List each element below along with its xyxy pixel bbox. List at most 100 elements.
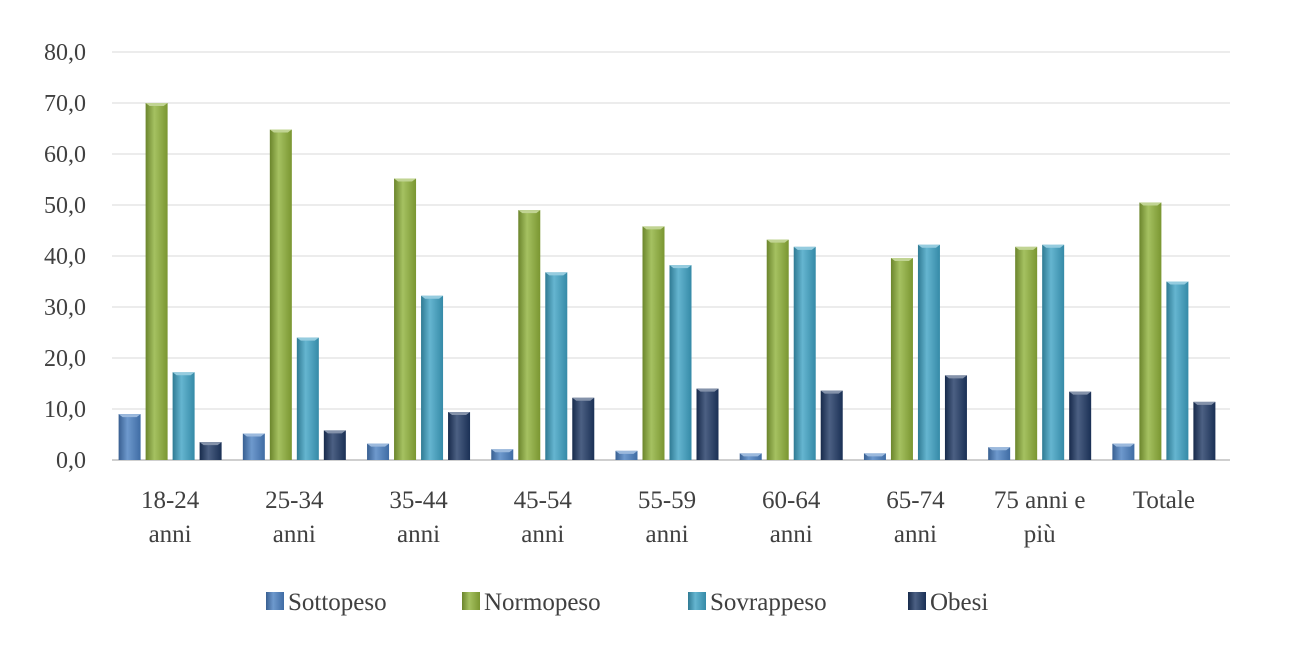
x-tick-label-line: anni — [397, 521, 440, 548]
x-tick-label-line: 18-24 — [141, 487, 200, 514]
bar-obesi-3 — [448, 412, 471, 460]
bar-cap — [448, 412, 471, 416]
x-tick-label: 18-24 anni — [141, 487, 200, 548]
bar-cap — [1193, 401, 1216, 405]
x-tick-label: 25-34 anni — [265, 487, 324, 548]
x-tick-label: 45-54 anni — [514, 487, 573, 548]
bar-body — [820, 390, 843, 460]
bar-cap — [1112, 443, 1135, 447]
x-tick-label: 75 anni e più — [994, 487, 1086, 548]
legend-label: Normopeso — [484, 589, 601, 616]
bar-body — [988, 447, 1011, 460]
y-tick-label: 70,0 — [44, 91, 86, 117]
legend: Sottopeso Normopeso Sovrappeso Obesi — [266, 589, 988, 616]
bar-body — [394, 178, 417, 461]
bar-obesi-1 — [199, 442, 222, 460]
x-tick-label-line: anni — [770, 521, 813, 548]
x-tick-label-line: 55-59 — [638, 487, 696, 514]
bar-normopeso-5 — [642, 226, 665, 460]
x-tick-label-line: anni — [273, 521, 316, 548]
bar-body — [421, 295, 444, 460]
bar-cap — [518, 210, 541, 214]
bar-body — [118, 414, 141, 460]
bar-sottopeso-4 — [491, 449, 514, 460]
legend-swatch — [266, 592, 284, 610]
bar-sovrappeso-4 — [545, 272, 568, 460]
bar-obesi-5 — [696, 388, 719, 460]
bar-body — [696, 388, 719, 460]
x-tick-label: 35-44 anni — [389, 487, 448, 548]
bar-body — [944, 375, 967, 460]
bar-cap — [421, 295, 444, 299]
bar-body — [1139, 202, 1162, 460]
bar-obesi-6 — [820, 390, 843, 460]
legend-item-normopeso: Normopeso — [462, 589, 601, 616]
bar-body — [448, 412, 471, 460]
bar-obesi-8 — [1069, 391, 1092, 460]
bar-body — [793, 246, 816, 460]
bar-cap — [1069, 391, 1092, 395]
bar-sottopeso-9 — [1112, 443, 1135, 460]
bar-body — [1069, 391, 1092, 460]
y-tick-label: 0,0 — [56, 448, 86, 474]
bar-body — [1193, 401, 1216, 460]
bar-obesi-2 — [323, 430, 346, 460]
bar-cap — [118, 414, 141, 418]
bars — [118, 103, 1216, 461]
bar-body — [766, 239, 789, 460]
bar-cap — [988, 447, 1011, 451]
bar-sovrappeso-9 — [1166, 281, 1189, 460]
bar-body — [669, 265, 692, 460]
bar-cap — [766, 239, 789, 243]
bar-body — [863, 453, 886, 460]
bar-cap — [820, 390, 843, 394]
bar-cap — [917, 244, 940, 248]
bar-cap — [739, 453, 762, 457]
bar-sottopeso-6 — [739, 453, 762, 460]
bar-body — [172, 372, 195, 460]
x-tick-label: Totale — [1133, 487, 1195, 514]
bar-cap — [793, 246, 816, 250]
bar-sovrappeso-2 — [296, 337, 319, 460]
bar-cap — [172, 372, 195, 376]
bar-body — [1166, 281, 1189, 460]
legend-label: Sovrappeso — [710, 589, 827, 616]
bar-cap — [145, 103, 168, 106]
legend-swatch — [688, 592, 706, 610]
bar-normopeso-6 — [766, 239, 789, 460]
bar-cap — [642, 226, 665, 230]
bar-cap — [696, 388, 719, 392]
bar-body — [545, 272, 568, 460]
bar-sottopeso-1 — [118, 414, 141, 460]
bar-sottopeso-2 — [242, 433, 265, 460]
bar-cap — [491, 449, 514, 453]
bar-sovrappeso-1 — [172, 372, 195, 460]
y-axis-ticks: 0,0 10,0 20,0 30,0 40,0 50,0 60,0 70,0 80,0 — [44, 40, 86, 474]
bar-cap — [367, 443, 390, 447]
legend-label: Sottopeso — [288, 589, 387, 616]
y-tick-label: 80,0 — [44, 40, 86, 66]
x-tick-label-line: anni — [521, 521, 564, 548]
x-tick-label: 55-59 anni — [638, 487, 696, 548]
bar-body — [572, 397, 595, 460]
bar-sovrappeso-8 — [1042, 244, 1065, 460]
bar-body — [890, 258, 913, 460]
bar-cap — [1042, 244, 1065, 248]
y-tick-label: 10,0 — [44, 397, 86, 423]
bar-cap — [394, 178, 417, 182]
x-tick-label-line: Totale — [1133, 487, 1195, 514]
legend-item-obesi: Obesi — [908, 589, 988, 616]
bar-normopeso-2 — [269, 129, 292, 460]
bar-normopeso-3 — [394, 178, 417, 461]
bar-body — [269, 129, 292, 460]
bar-body — [242, 433, 265, 460]
bar-body — [615, 450, 638, 460]
bar-cap — [296, 337, 319, 341]
y-tick-label: 40,0 — [44, 244, 86, 270]
bar-cap — [669, 265, 692, 269]
bar-cap — [890, 258, 913, 262]
bar-obesi-9 — [1193, 401, 1216, 460]
y-tick-label: 20,0 — [44, 346, 86, 372]
